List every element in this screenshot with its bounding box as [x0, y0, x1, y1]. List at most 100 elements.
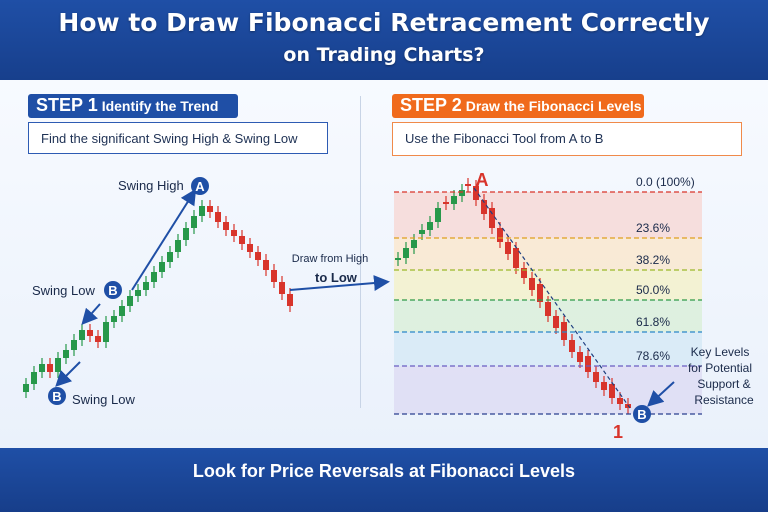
candle-body	[505, 242, 511, 254]
candle-body	[183, 228, 189, 240]
step2-label: STEP 2 Draw the Fibonacci Levels	[392, 94, 644, 118]
swing-high-label: Swing High	[118, 178, 184, 193]
footer-banner: Look for Price Reversals at Fibonacci Le…	[0, 448, 768, 512]
candle-body	[481, 200, 487, 214]
candle-body	[159, 262, 165, 272]
candle-body	[395, 258, 401, 260]
fib-level-label: 23.6%	[636, 221, 670, 235]
candle-body	[255, 252, 261, 260]
fib-band	[394, 270, 702, 300]
candle-body	[451, 196, 457, 204]
candle-body	[585, 356, 591, 372]
candle-body	[411, 240, 417, 248]
note-line-3: Support &	[697, 377, 750, 391]
fib-level-label: 78.6%	[636, 349, 670, 363]
right-marker-b-label: B	[637, 407, 646, 422]
step1-label: STEP 1 Identify the Trend	[28, 94, 238, 118]
candle-body	[279, 282, 285, 294]
candle-body	[601, 382, 607, 390]
candle-body	[95, 336, 101, 342]
candle-body	[443, 202, 449, 204]
candle-body	[39, 364, 45, 372]
candle-body	[71, 340, 77, 350]
left-candles	[23, 200, 293, 398]
left-marker-a	[191, 177, 209, 195]
candle-body	[79, 330, 85, 340]
candle-body	[609, 384, 615, 398]
candle-body	[23, 384, 29, 392]
candle-body	[537, 284, 543, 302]
candle-body	[545, 302, 551, 316]
candle-body	[459, 190, 465, 196]
title-line-2: on Trading Charts?	[283, 44, 485, 66]
step2-subtitle-box: Use the Fibonacci Tool from A to B	[392, 122, 742, 156]
step1-title: Identify the Trend	[101, 98, 219, 114]
right-arrow-b	[647, 381, 675, 407]
candle-body	[111, 316, 117, 322]
candle-body	[215, 212, 221, 222]
candle-body	[207, 206, 213, 212]
fib-band	[394, 192, 702, 238]
candle-body	[497, 228, 503, 242]
fib-band	[394, 332, 702, 366]
note-line-4: Resistance	[694, 393, 754, 407]
candle-body	[223, 222, 229, 230]
candle-body	[419, 230, 425, 234]
candle-body	[151, 272, 157, 282]
fib-level-label: 50.0%	[636, 283, 670, 297]
fib-bands	[394, 192, 702, 414]
fib-level-label: 0.0 (100%)	[636, 175, 695, 189]
candle-body	[175, 240, 181, 252]
step1-number: STEP 1	[36, 95, 98, 115]
candle-body	[55, 358, 61, 372]
header-banner: How to Draw Fibonacci Retracement Correc…	[0, 0, 768, 80]
note-line-2: for Potential	[688, 361, 752, 375]
candle-body	[593, 372, 599, 382]
candle-body	[231, 230, 237, 236]
key-levels-note: Key Levels for Potential Support & Resis…	[688, 345, 754, 407]
candle-body	[403, 248, 409, 258]
trend-arrow-main	[131, 188, 197, 291]
candle-body	[63, 350, 69, 358]
footer-text: Look for Price Reversals at Fibonacci Le…	[192, 461, 576, 481]
left-marker-b-mid	[104, 281, 122, 299]
left-marker-b-bottom	[48, 387, 66, 405]
candle-body	[127, 296, 133, 306]
candle-body	[191, 216, 197, 228]
title-line-1: How to Draw Fibonacci Retracement Correc…	[58, 8, 710, 37]
candle-body	[513, 248, 519, 268]
right-candles	[395, 178, 631, 414]
right-marker-1: 1	[613, 422, 623, 442]
step2-subtitle: Use the Fibonacci Tool from A to B	[405, 131, 604, 146]
fib-diagonal	[473, 187, 631, 409]
candle-body	[119, 306, 125, 316]
candle-body	[521, 268, 527, 278]
swing-low-mid-label: Swing Low	[32, 283, 95, 298]
candle-body	[435, 208, 441, 222]
step1-subtitle: Find the significant Swing High & Swing …	[41, 131, 298, 146]
fib-labels: 0.0 (100%) 23.6% 38.2% 50.0% 61.8% 78.6%	[636, 175, 695, 363]
left-marker-b-mid-label: B	[108, 283, 117, 298]
middle-text-1: Draw from High	[292, 253, 368, 265]
step2-number: STEP 2	[400, 95, 462, 115]
candle-body	[569, 340, 575, 352]
candle-body	[427, 222, 433, 230]
swing-low-bottom-label: Swing Low	[72, 392, 135, 407]
left-marker-b-bottom-label: B	[52, 389, 61, 404]
candle-body	[529, 278, 535, 290]
right-marker-a: A	[476, 170, 489, 190]
fib-level-label: 38.2%	[636, 253, 670, 267]
candle-body	[135, 290, 141, 296]
candle-body	[143, 282, 149, 290]
middle-arrow	[289, 275, 390, 291]
candle-body	[31, 372, 37, 384]
candle-body	[167, 252, 173, 262]
candle-body	[553, 316, 559, 328]
note-line-1: Key Levels	[691, 345, 750, 359]
fib-level-label: 61.8%	[636, 315, 670, 329]
left-marker-a-label: A	[195, 179, 205, 194]
candle-body	[47, 364, 53, 372]
candle-body	[489, 208, 495, 228]
candle-body	[561, 322, 567, 340]
candle-body	[103, 322, 109, 342]
